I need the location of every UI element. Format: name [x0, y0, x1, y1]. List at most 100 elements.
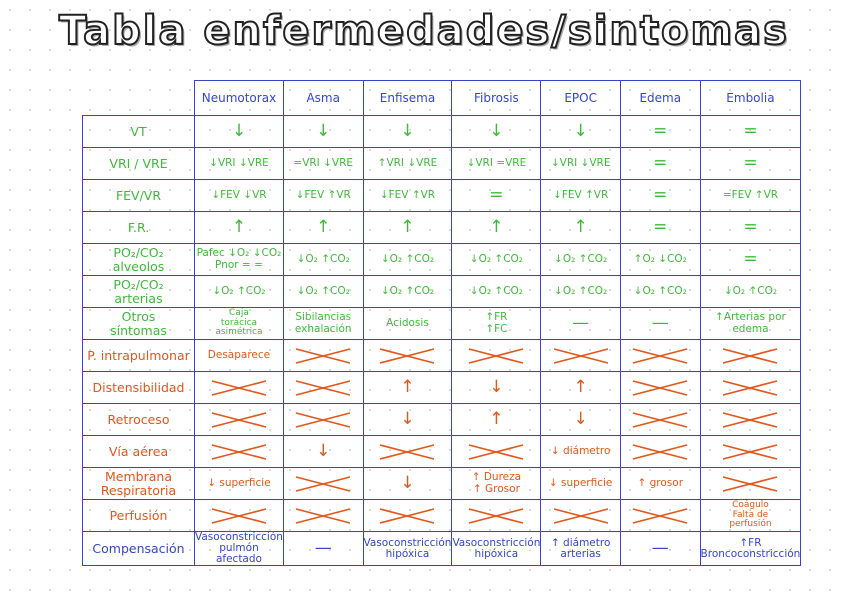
cell: = — [619, 179, 701, 212]
cross — [633, 411, 688, 428]
cell: ↓FEV ↑VR — [540, 179, 621, 212]
cross — [469, 443, 524, 460]
crossed-cell — [362, 499, 453, 532]
cell: ↓O₂ ↑CO₂ — [540, 243, 621, 276]
cell: ↓O₂ ↑CO₂ — [194, 275, 284, 308]
cross-line — [296, 379, 351, 396]
cross-line — [723, 411, 778, 428]
cell: ↑ diámetro arterias — [540, 530, 621, 567]
cross-line — [723, 379, 778, 396]
cell: ↑Arterias por edema — [699, 307, 802, 340]
crossed-cell — [451, 435, 542, 468]
cell: Acidosis — [362, 307, 453, 340]
cell: ↓O₂ ↑CO₂ — [540, 275, 621, 308]
cross — [553, 347, 608, 364]
cross — [211, 411, 267, 428]
crossed-cell — [282, 499, 364, 532]
cell: Sibilancias exhalación — [282, 307, 364, 340]
cross-line — [633, 443, 688, 460]
crossed-cell — [699, 371, 802, 404]
column-header: Neumotorax — [194, 80, 284, 116]
crossed-cell — [699, 435, 802, 468]
cross — [633, 507, 688, 524]
row: PO₂/CO₂ alveolos Pafec ↓O₂ ↓CO₂ Pnor = = ↓… — [82, 243, 802, 276]
cross-line — [211, 507, 267, 524]
cell: ↓O₂ ↑CO₂ — [282, 275, 364, 308]
row-label: Otros síntomas — [82, 307, 195, 340]
cross — [296, 347, 351, 364]
cross-line — [469, 347, 524, 364]
cross-line — [633, 347, 688, 364]
cross-line — [723, 443, 778, 460]
cross-line — [469, 443, 524, 460]
cell: ↓ superficie — [540, 467, 621, 500]
cell: ↓VRI ↓VRE — [540, 147, 621, 180]
cell: ↓ — [451, 115, 542, 148]
cell: Vasoconstricción pulmón afectado — [194, 530, 284, 567]
cell: ↑ — [362, 211, 453, 244]
cell: =VRI ↓VRE — [282, 147, 364, 180]
row-label: Perfusión — [82, 499, 195, 532]
row-label: Compensación — [82, 530, 195, 567]
cell: — — [619, 307, 701, 340]
cell: ↓O₂ ↑CO₂ — [451, 243, 542, 276]
cell: ↓ — [194, 115, 284, 148]
row-label: Vía aérea — [82, 435, 195, 468]
crossed-cell — [619, 339, 701, 372]
cell: ↓O₂ ↑CO₂ — [362, 275, 453, 308]
row-label: VT — [82, 115, 195, 148]
crossed-cell — [282, 371, 364, 404]
crossed-cell — [194, 499, 284, 532]
row: VRI / VRE ↓VRI ↓VRE =VRI ↓VRE ↑VRI ↓VRE ↓VRI… — [82, 147, 802, 180]
cross — [723, 347, 778, 364]
cell: ↑ — [194, 211, 284, 244]
cross-line — [633, 507, 688, 524]
cell: ↓O₂ ↑CO₂ — [699, 275, 802, 308]
cell: Caja torácica asimétrica — [194, 307, 284, 340]
row-label: PO₂/CO₂ arterias — [82, 275, 195, 308]
cross — [469, 347, 524, 364]
cross — [723, 475, 778, 492]
cell: Vasoconstricción hipóxica — [451, 530, 542, 567]
cell: = — [699, 211, 802, 244]
crossed-cell — [619, 371, 701, 404]
crossed-cell — [619, 435, 701, 468]
cell: ↓VRI =VRE — [451, 147, 542, 180]
row: Perfusión Coágulo Falta de perfusión — [82, 499, 802, 532]
crossed-cell — [282, 339, 364, 372]
cell: = — [699, 243, 802, 276]
cell: ↓O₂ ↑CO₂ — [362, 243, 453, 276]
cell: = — [619, 115, 701, 148]
cross-line — [211, 379, 267, 396]
column-header: Embolia — [699, 80, 802, 116]
cell: ↓ — [282, 435, 364, 468]
cell: = — [619, 211, 701, 244]
cell: — — [282, 530, 364, 567]
cross — [723, 443, 778, 460]
row-label: P. intrapulmonar — [82, 339, 195, 372]
cell: ↓O₂ ↑CO₂ — [282, 243, 364, 276]
column-header: Fibrosis — [451, 80, 542, 116]
cross — [380, 347, 435, 364]
cross-line — [211, 443, 267, 460]
crossed-cell — [699, 339, 802, 372]
cross-line — [380, 347, 435, 364]
table-head: Neumotorax Asma Enfisema Fibrosis EPOC Edema E… — [83, 80, 802, 116]
cross — [633, 443, 688, 460]
cell: Vasoconstricción hipóxica — [362, 530, 453, 567]
cross — [296, 411, 351, 428]
table-body: VT ↓ ↓ ↓ ↓ ↓ = = VRI / VRE ↓VRI ↓VRE =VRI ↓VRE ↑VRI… — [82, 115, 802, 567]
cell: Coágulo Falta de perfusión — [699, 499, 802, 532]
cross-line — [723, 347, 778, 364]
cell: — — [619, 530, 701, 567]
row: PO₂/CO₂ arterias ↓O₂ ↑CO₂ ↓O₂ ↑CO₂ ↓O₂ ↑CO₂… — [82, 275, 802, 308]
crossed-cell — [699, 467, 802, 500]
cross — [469, 507, 524, 524]
cross-line — [633, 411, 688, 428]
cell: ↑FR ↑FC — [451, 307, 542, 340]
cell: ↓ — [362, 115, 453, 148]
cross-line — [296, 347, 351, 364]
cross — [296, 379, 351, 396]
crossed-cell — [282, 467, 364, 500]
cross — [211, 507, 267, 524]
